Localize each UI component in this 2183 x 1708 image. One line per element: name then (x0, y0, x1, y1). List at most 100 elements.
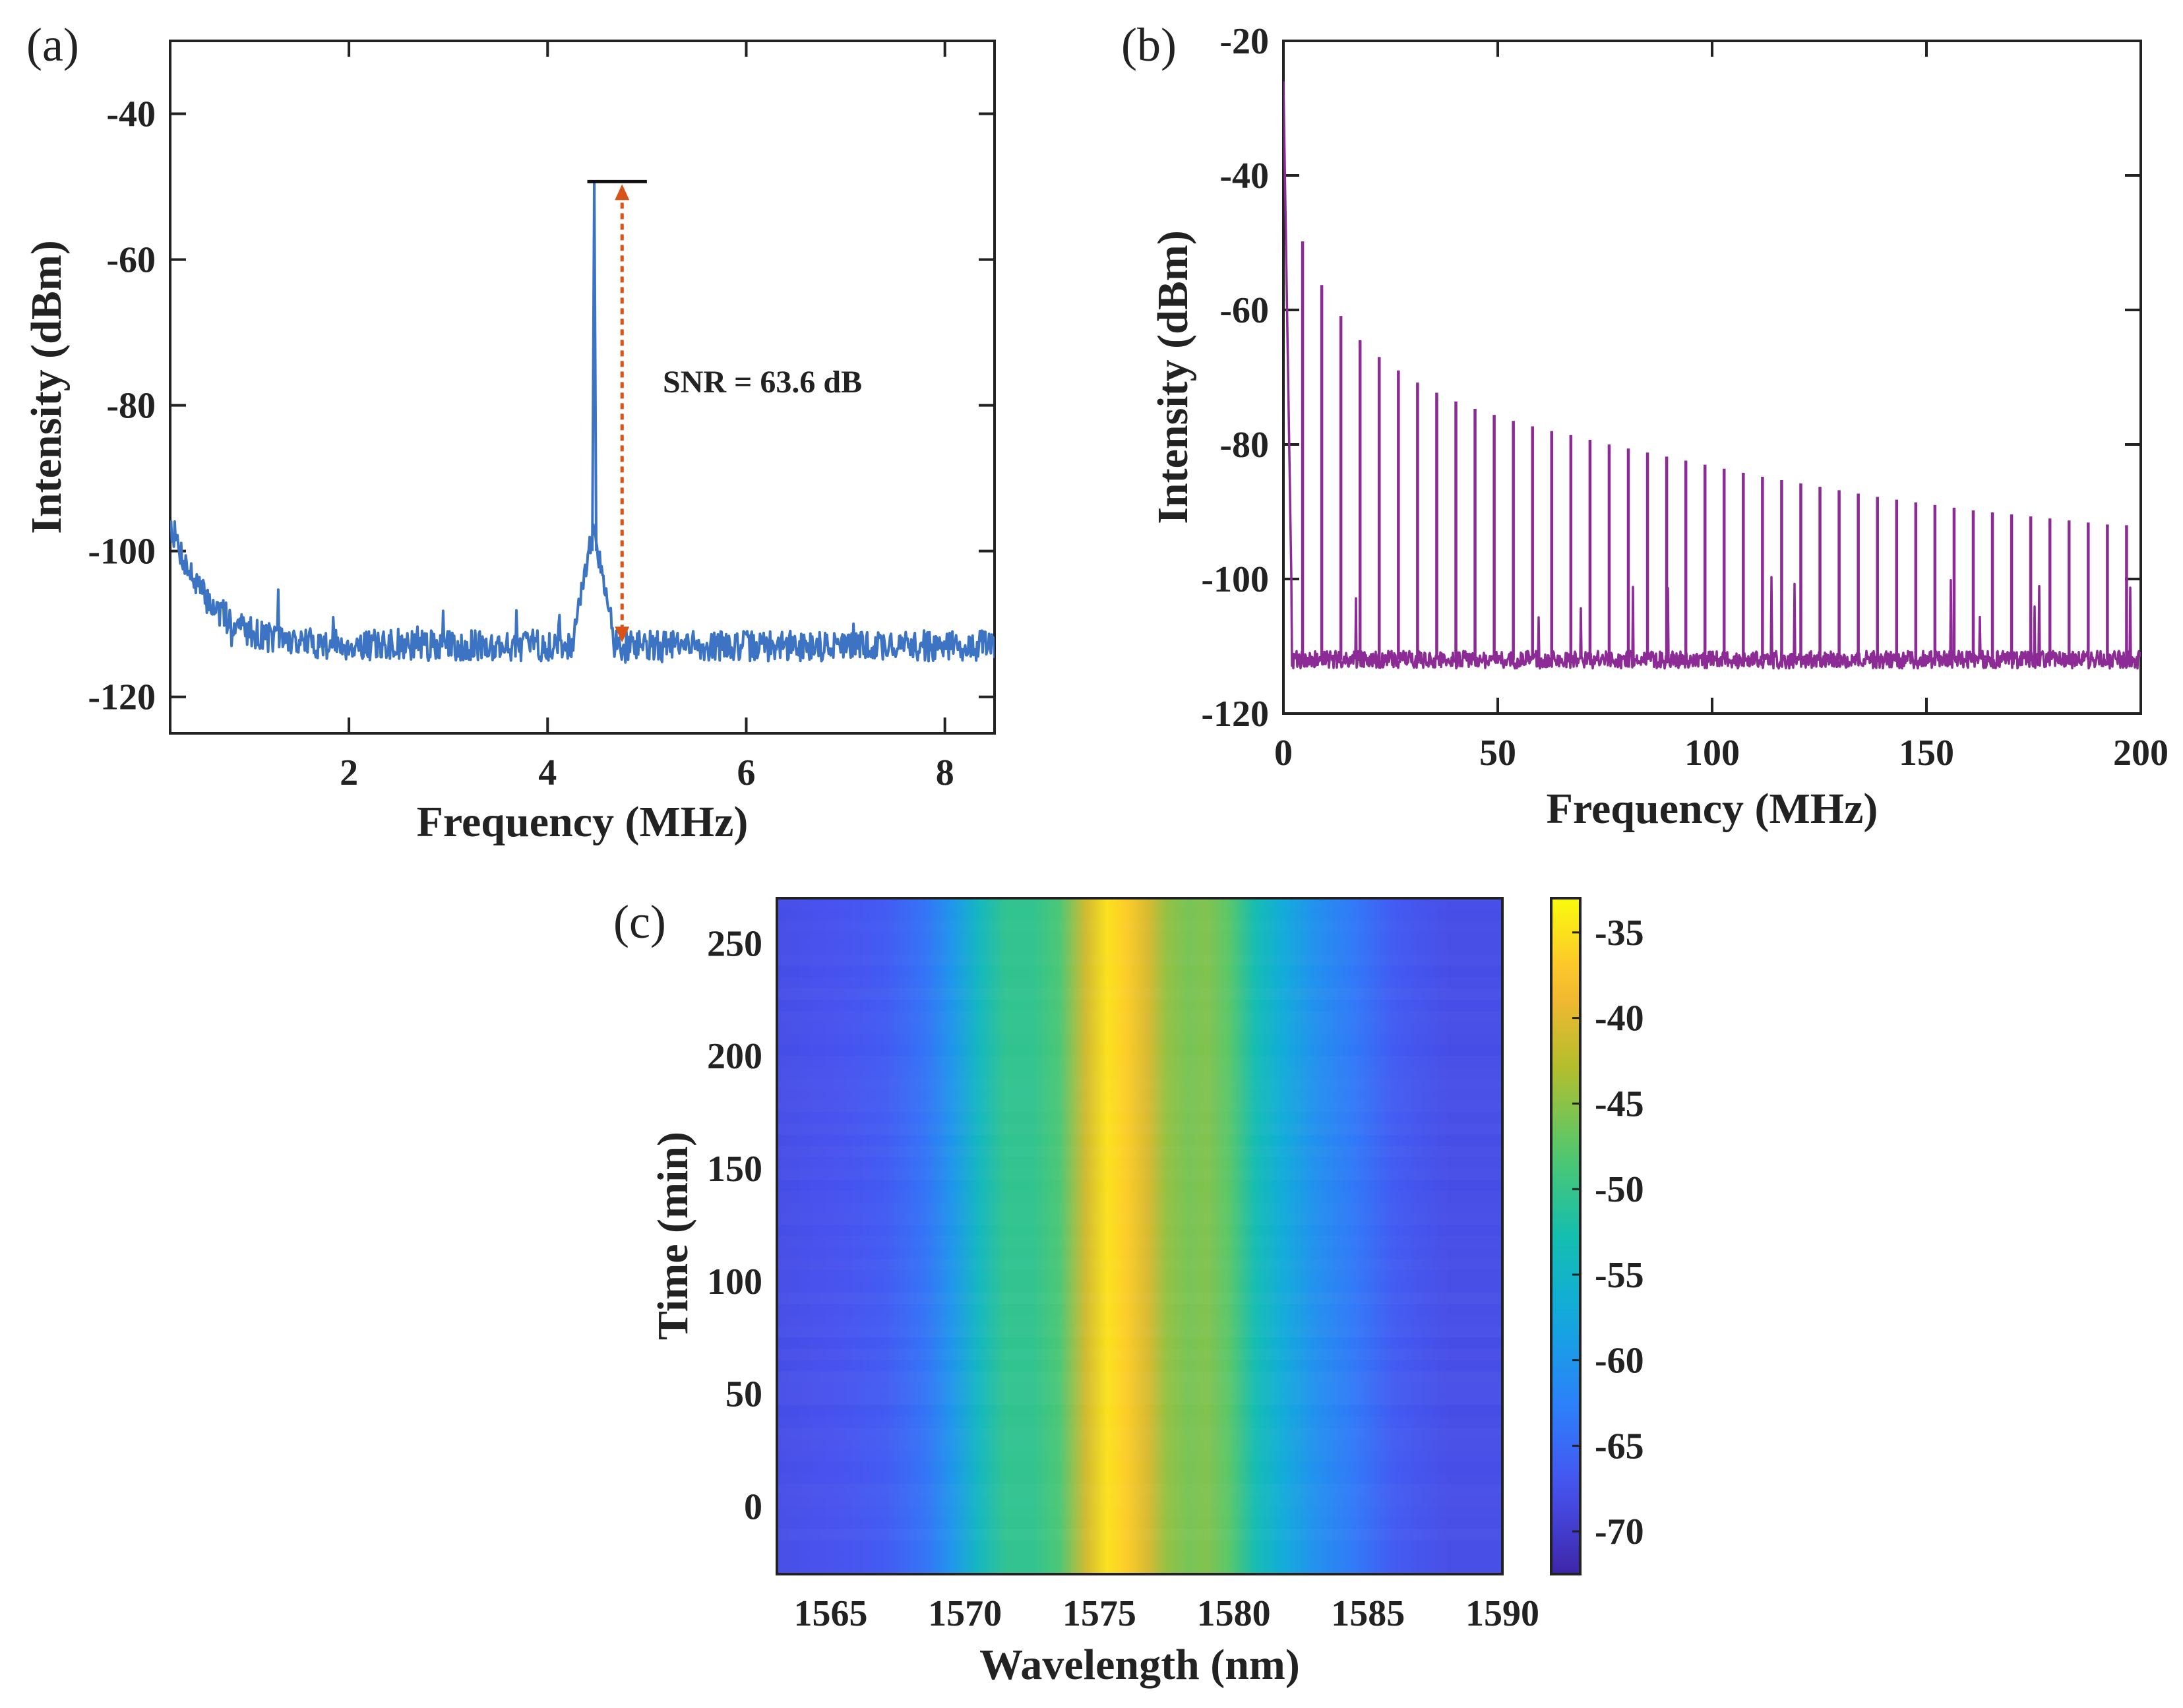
panel-a-ticks: 2 4 6 8 -120 -100 -80 -60 -40 (88, 41, 995, 793)
panel-c-time-row (777, 977, 1502, 989)
panel-a-xtick-label: 2 (340, 752, 358, 793)
panel-c-time-row (777, 1405, 1502, 1417)
panel-c-time-row (777, 1056, 1502, 1067)
panel-c-colorbar-tick-label: -35 (1595, 913, 1644, 954)
panel-a-xtick-label: 8 (936, 752, 954, 793)
panel-b-ylabel: Intensity (dBm) (1149, 230, 1197, 524)
panel-c-time-row (777, 1169, 1502, 1180)
panel-c-time-row (777, 1236, 1502, 1248)
panel-c-time-row (777, 1067, 1502, 1078)
panel-c-xtick-label: 1585 (1331, 1593, 1405, 1634)
panel-b-xtick-label: 200 (2113, 733, 2168, 774)
panel-b-ytick-label: -80 (1219, 425, 1269, 466)
panel-c-time-row (777, 954, 1502, 965)
panel-c-colorbar-tick-label: -45 (1595, 1083, 1644, 1124)
panel-c-time-row (777, 1315, 1502, 1326)
panel-c-xtick-label: 1590 (1465, 1593, 1539, 1634)
panel-c: (c) 1565 1570 1575 1580 1585 1590 0 50 100 150 200… (613, 896, 1644, 1689)
panel-c-time-row (777, 1293, 1502, 1304)
panel-a-ytick-label: -120 (88, 677, 156, 718)
panel-c-xtick-label: 1580 (1197, 1593, 1271, 1634)
panel-b-ticks: 0 50 100 150 200 -120 -100 -80 -60 -40 -20 (1201, 21, 2168, 774)
panel-c-time-row (777, 1495, 1502, 1506)
panel-a-ytick-label: -40 (106, 94, 156, 135)
panel-c-time-row (777, 1157, 1502, 1169)
panel-c-time-row (777, 1146, 1502, 1157)
panel-a-xtick-label: 6 (737, 752, 755, 793)
panel-c-time-row (777, 1124, 1502, 1135)
panel-c-time-row (777, 1022, 1502, 1033)
panel-b-xtick-label: 100 (1684, 733, 1740, 774)
panel-b-ytick-label: -120 (1201, 694, 1269, 735)
panel-b-ytick-label: -60 (1219, 290, 1269, 331)
panel-c-time-row (777, 1484, 1502, 1495)
panel-c-colorbar-tick-label: -60 (1595, 1341, 1644, 1382)
panel-c-ticks: 1565 1570 1575 1580 1585 1590 0 50 100 150 200 250 (707, 923, 1539, 1634)
panel-c-colorbar-ticks: -35 -40 -45 -50 -55 -60 -65 -70 (1572, 913, 1644, 1552)
panel-c-colorbar-tick-label: -55 (1595, 1255, 1644, 1296)
panel-c-time-row (777, 1213, 1502, 1225)
panel-a-snr-label: SNR = 63.6 dB (663, 365, 862, 400)
panel-c-time-row (777, 943, 1502, 954)
panel-c-time-row (777, 1461, 1502, 1473)
panel-c-heatmap (777, 898, 1502, 1574)
panel-c-time-row (777, 1078, 1502, 1089)
panel-c-time-row (777, 1259, 1502, 1270)
panel-c-time-row (777, 1326, 1502, 1337)
panel-c-time-row (777, 966, 1502, 977)
panel-c-time-row (777, 898, 1502, 909)
panel-a-snr-arrowhead-top (615, 184, 630, 200)
panel-a-label: (a) (26, 18, 79, 71)
panel-c-time-row (777, 1101, 1502, 1113)
panel-c-time-row (777, 921, 1502, 932)
panel-c-colorbar-tick-label: -50 (1595, 1169, 1644, 1210)
panel-c-time-row (777, 1428, 1502, 1439)
panel-c-time-row (777, 1349, 1502, 1360)
panel-c-time-row (777, 909, 1502, 921)
panel-c-xlabel: Wavelength (nm) (979, 1641, 1300, 1689)
panel-c-time-row (777, 1113, 1502, 1124)
panel-c-time-row (777, 1281, 1502, 1293)
panel-c-time-row (777, 1372, 1502, 1383)
panel-c-time-row (777, 1394, 1502, 1405)
panel-c-colorbar-tick-label: -65 (1595, 1426, 1644, 1467)
panel-c-colorbar-tick-label: -70 (1595, 1511, 1644, 1552)
panel-c-xtick-label: 1570 (928, 1593, 1002, 1634)
panel-c-xtick-label: 1575 (1062, 1593, 1136, 1634)
panel-b-label: (b) (1121, 18, 1177, 71)
panel-c-time-row (777, 1417, 1502, 1428)
panel-a-ytick-label: -100 (88, 532, 156, 572)
panel-b: (b) 0 50 100 150 200 -120 -100 -80 -60 -40 -20 Fre… (1121, 18, 2168, 833)
panel-a-xlabel: Frequency (MHz) (417, 798, 749, 846)
panel-a-ytick-label: -60 (106, 240, 156, 281)
panel-c-time-row (777, 989, 1502, 1000)
panel-c-time-row (777, 1191, 1502, 1202)
panel-c-time-row (777, 932, 1502, 943)
panel-c-xtick-label: 1565 (793, 1593, 867, 1634)
panel-c-ylabel: Time (min) (649, 1132, 697, 1340)
panel-c-ytick-label: 0 (744, 1487, 762, 1528)
panel-c-ytick-label: 200 (707, 1036, 762, 1077)
panel-c-ytick-label: 250 (707, 923, 762, 964)
panel-a-ytick-label: -80 (106, 386, 156, 427)
panel-c-time-row (777, 1225, 1502, 1236)
panel-c-time-row (777, 1033, 1502, 1045)
panel-c-time-row (777, 1563, 1502, 1574)
panel-c-ytick-label: 50 (725, 1374, 762, 1415)
panel-c-time-row (777, 1518, 1502, 1529)
panel-b-ytick-label: -40 (1219, 156, 1269, 197)
panel-b-xtick-label: 0 (1274, 733, 1293, 774)
panel-b-xtick-label: 50 (1479, 733, 1516, 774)
panel-a-main-peak (591, 181, 598, 551)
panel-c-label: (c) (613, 896, 666, 948)
panel-b-ytick-label: -100 (1201, 559, 1269, 600)
panel-c-colorbar-tick-label: -40 (1595, 998, 1644, 1039)
panel-b-spectrum-line (1283, 81, 2141, 670)
panel-c-time-row (777, 1450, 1502, 1461)
panel-a-spectrum-line (170, 520, 995, 664)
panel-c-time-row (777, 1135, 1502, 1146)
panel-c-time-row (777, 1248, 1502, 1259)
panel-c-time-row (777, 1360, 1502, 1371)
panel-a: (a) 2 4 6 8-120-100-80-60-40 SNR = 63.6 dB … (22, 18, 996, 846)
